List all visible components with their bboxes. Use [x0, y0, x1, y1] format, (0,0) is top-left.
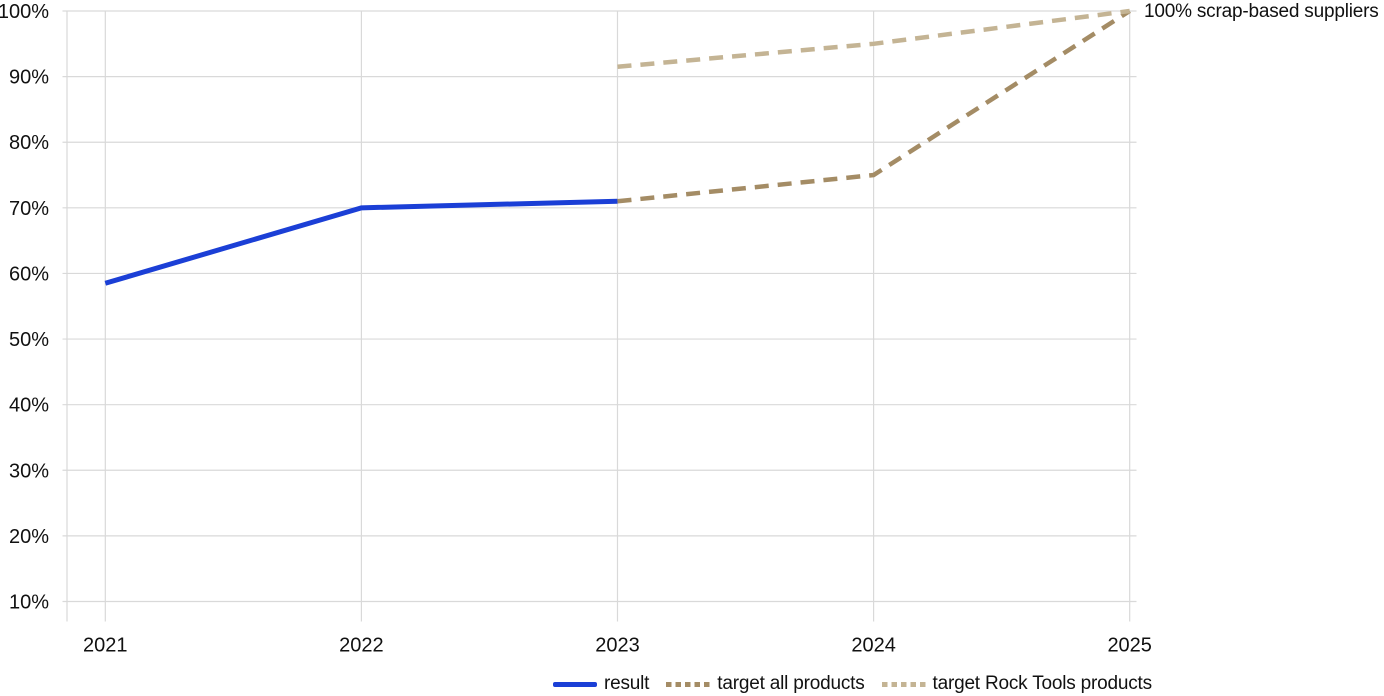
legend: result target all products target Rock T… — [553, 672, 1152, 696]
dotted-line-swatch-icon — [881, 681, 926, 687]
annotation-100-percent-scrap-based-suppliers: 100% scrap-based suppliers — [1144, 1, 1379, 22]
y-axis-label-50: 50% — [9, 329, 49, 351]
legend-item-result[interactable]: result — [553, 673, 649, 695]
y-axis-label-70: 70% — [9, 198, 49, 220]
y-axis-label-10: 10% — [9, 591, 49, 613]
legend-label-result: result — [604, 673, 650, 694]
y-axis-label-30: 30% — [9, 460, 49, 482]
legend-item-target-all-products[interactable]: target all products — [666, 673, 865, 695]
y-axis-label-90: 90% — [9, 67, 49, 89]
series-line-result — [104, 198, 618, 286]
y-axis-label-100: 100% — [0, 1, 49, 23]
series-line-target-Rock-Tools-products — [617, 8, 1130, 70]
legend-label-target-all-products: target all products — [717, 673, 865, 694]
x-axis-label-2021: 2021 — [83, 635, 128, 657]
y-axis-label-80: 80% — [9, 132, 49, 154]
series-line-target-all-products — [617, 9, 1131, 204]
legend-label-target-rock-tools-products: target Rock Tools products — [932, 673, 1153, 694]
x-axis-label-2025: 2025 — [1107, 635, 1152, 657]
dotted-line-swatch-icon — [666, 681, 711, 687]
legend-item-target-rock-tools-products[interactable]: target Rock Tools products — [881, 673, 1153, 695]
x-axis-label-2023: 2023 — [595, 635, 640, 657]
y-axis-label-40: 40% — [9, 395, 49, 417]
solid-line-swatch-icon — [553, 681, 597, 687]
x-axis-label-2024: 2024 — [851, 635, 896, 657]
y-axis-label-60: 60% — [9, 263, 49, 285]
x-axis-label-2022: 2022 — [339, 635, 384, 657]
y-axis-label-20: 20% — [9, 526, 49, 548]
